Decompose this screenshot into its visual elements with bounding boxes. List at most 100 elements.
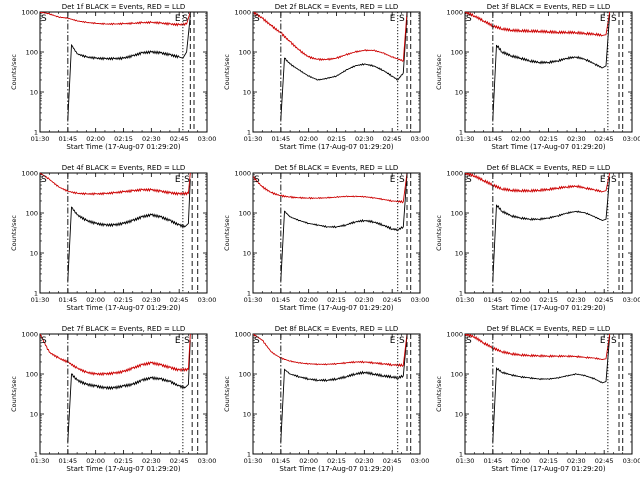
series-line-1 — [280, 15, 408, 121]
y-tick-label: 100 — [451, 371, 463, 379]
marker-label-S: S — [399, 14, 405, 24]
series-line-2 — [40, 12, 191, 27]
chart-panel-4: Det 4f BLACK = Events, RED = LLD 1 10 100 10… — [10, 164, 216, 312]
x-tick-label: 02:00 — [299, 296, 318, 304]
x-tick-label: 02:15 — [539, 135, 558, 143]
y-axis-label: Counts/sec — [10, 215, 18, 251]
x-tick-label: 01:30 — [456, 296, 475, 304]
chart-panel-9: Det 9f BLACK = Events, RED = LLD 1 10 100 10… — [435, 325, 640, 473]
chart-title: Det 3f BLACK = Events, RED = LLD — [487, 3, 610, 11]
y-tick-label: 1000 — [446, 170, 463, 178]
x-tick-label: 02:00 — [299, 457, 318, 465]
x-axis-label: Start Time (17-Aug-07 01:29:20) — [279, 465, 393, 473]
x-tick-label: 02:00 — [299, 135, 318, 143]
y-axis-label: Counts/sec — [435, 376, 443, 412]
chart-panel-2: Det 2f BLACK = Events, RED = LLD 1 10 100 10… — [223, 3, 429, 151]
marker-label-S: S — [466, 14, 472, 24]
marker-label-E: E — [175, 14, 181, 24]
series-line-1 — [492, 335, 611, 443]
x-tick-label: 01:30 — [456, 135, 475, 143]
x-tick-label: 02:30 — [567, 296, 586, 304]
y-tick-label: 10 — [455, 411, 463, 419]
y-tick-label: 1 — [34, 129, 38, 137]
marker-label-S: S — [399, 175, 405, 185]
plot-frame — [252, 172, 421, 294]
x-axis-label: Start Time (17-Aug-07 01:29:20) — [491, 465, 605, 473]
y-tick-label: 1000 — [446, 331, 463, 339]
y-tick-label: 1 — [247, 129, 251, 137]
chart-panel-8: Det 8f BLACK = Events, RED = LLD 1 10 100 10… — [223, 325, 429, 473]
x-tick-label: 01:30 — [31, 296, 50, 304]
marker-label-S: S — [41, 14, 47, 24]
chart-title: Det 9f BLACK = Events, RED = LLD — [487, 325, 610, 333]
series-line-1 — [280, 174, 408, 282]
y-tick-label: 1000 — [446, 9, 463, 17]
y-tick-label: 10 — [243, 89, 251, 97]
marker-label-S: S — [254, 336, 260, 346]
x-axis-label: Start Time (17-Aug-07 01:29:20) — [66, 465, 180, 473]
y-tick-label: 100 — [239, 371, 251, 379]
chart-panel-3: Det 3f BLACK = Events, RED = LLD 1 10 100 10… — [435, 3, 640, 151]
y-tick-label: 100 — [26, 210, 38, 218]
y-tick-label: 1 — [459, 129, 463, 137]
y-axis-label: Counts/sec — [10, 54, 18, 90]
chart-title: Det 7f BLACK = Events, RED = LLD — [62, 325, 185, 333]
chart-title: Det 5f BLACK = Events, RED = LLD — [275, 164, 398, 172]
y-axis-label: Counts/sec — [223, 215, 231, 251]
x-tick-label: 02:30 — [355, 135, 374, 143]
marker-label-S: S — [254, 14, 260, 24]
x-tick-label: 02:15 — [539, 457, 558, 465]
x-tick-label: 02:30 — [355, 457, 374, 465]
y-tick-label: 1000 — [21, 331, 38, 339]
chart-title: Det 6f BLACK = Events, RED = LLD — [487, 164, 610, 172]
y-tick-label: 100 — [239, 210, 251, 218]
plot-frame — [39, 11, 208, 133]
x-tick-label: 02:30 — [567, 135, 586, 143]
y-tick-label: 100 — [26, 371, 38, 379]
series-line-1 — [492, 13, 611, 121]
y-tick-label: 10 — [243, 250, 251, 258]
x-tick-label: 01:45 — [58, 296, 77, 304]
series-line-2 — [465, 334, 611, 360]
x-tick-label: 02:00 — [511, 296, 530, 304]
y-tick-label: 10 — [455, 89, 463, 97]
marker-label-E: E — [390, 175, 396, 185]
y-axis-label: Counts/sec — [10, 376, 18, 412]
y-tick-label: 1000 — [234, 9, 251, 17]
series-line-2 — [40, 334, 191, 377]
x-tick-label: 02:45 — [383, 457, 402, 465]
y-axis-label: Counts/sec — [223, 376, 231, 412]
marker-label-S: S — [184, 336, 190, 346]
y-tick-label: 1 — [459, 290, 463, 298]
marker-label-S: S — [41, 175, 47, 185]
y-tick-label: 100 — [451, 210, 463, 218]
x-tick-label: 01:45 — [271, 296, 290, 304]
series-line-1 — [67, 179, 191, 282]
y-tick-label: 100 — [239, 49, 251, 57]
chart-panel-1: Det 1f BLACK = Events, RED = LLD 1 10 100 10… — [10, 3, 216, 151]
x-tick-label: 02:00 — [86, 457, 105, 465]
series-line-2 — [40, 173, 191, 196]
marker-label-S: S — [466, 336, 472, 346]
y-tick-label: 10 — [243, 411, 251, 419]
series-line-2 — [465, 12, 611, 37]
chart-panel-5: Det 5f BLACK = Events, RED = LLD 1 10 100 10… — [223, 164, 429, 312]
x-tick-label: 01:45 — [271, 135, 290, 143]
x-tick-label: 02:15 — [327, 296, 346, 304]
y-tick-label: 10 — [30, 89, 38, 97]
x-tick-label: 03:00 — [198, 457, 217, 465]
x-tick-label: 03:00 — [623, 296, 640, 304]
x-tick-label: 02:15 — [327, 457, 346, 465]
x-tick-label: 02:30 — [567, 457, 586, 465]
series-line-2 — [253, 334, 408, 368]
x-tick-label: 01:30 — [31, 457, 50, 465]
marker-label-E: E — [175, 336, 181, 346]
plot-frame — [252, 333, 421, 455]
x-tick-label: 03:00 — [411, 296, 430, 304]
y-tick-label: 1000 — [21, 9, 38, 17]
x-tick-label: 02:45 — [170, 135, 189, 143]
x-tick-label: 01:45 — [58, 457, 77, 465]
x-tick-label: 03:00 — [198, 135, 217, 143]
y-axis-label: Counts/sec — [435, 54, 443, 90]
x-tick-label: 02:45 — [383, 296, 402, 304]
